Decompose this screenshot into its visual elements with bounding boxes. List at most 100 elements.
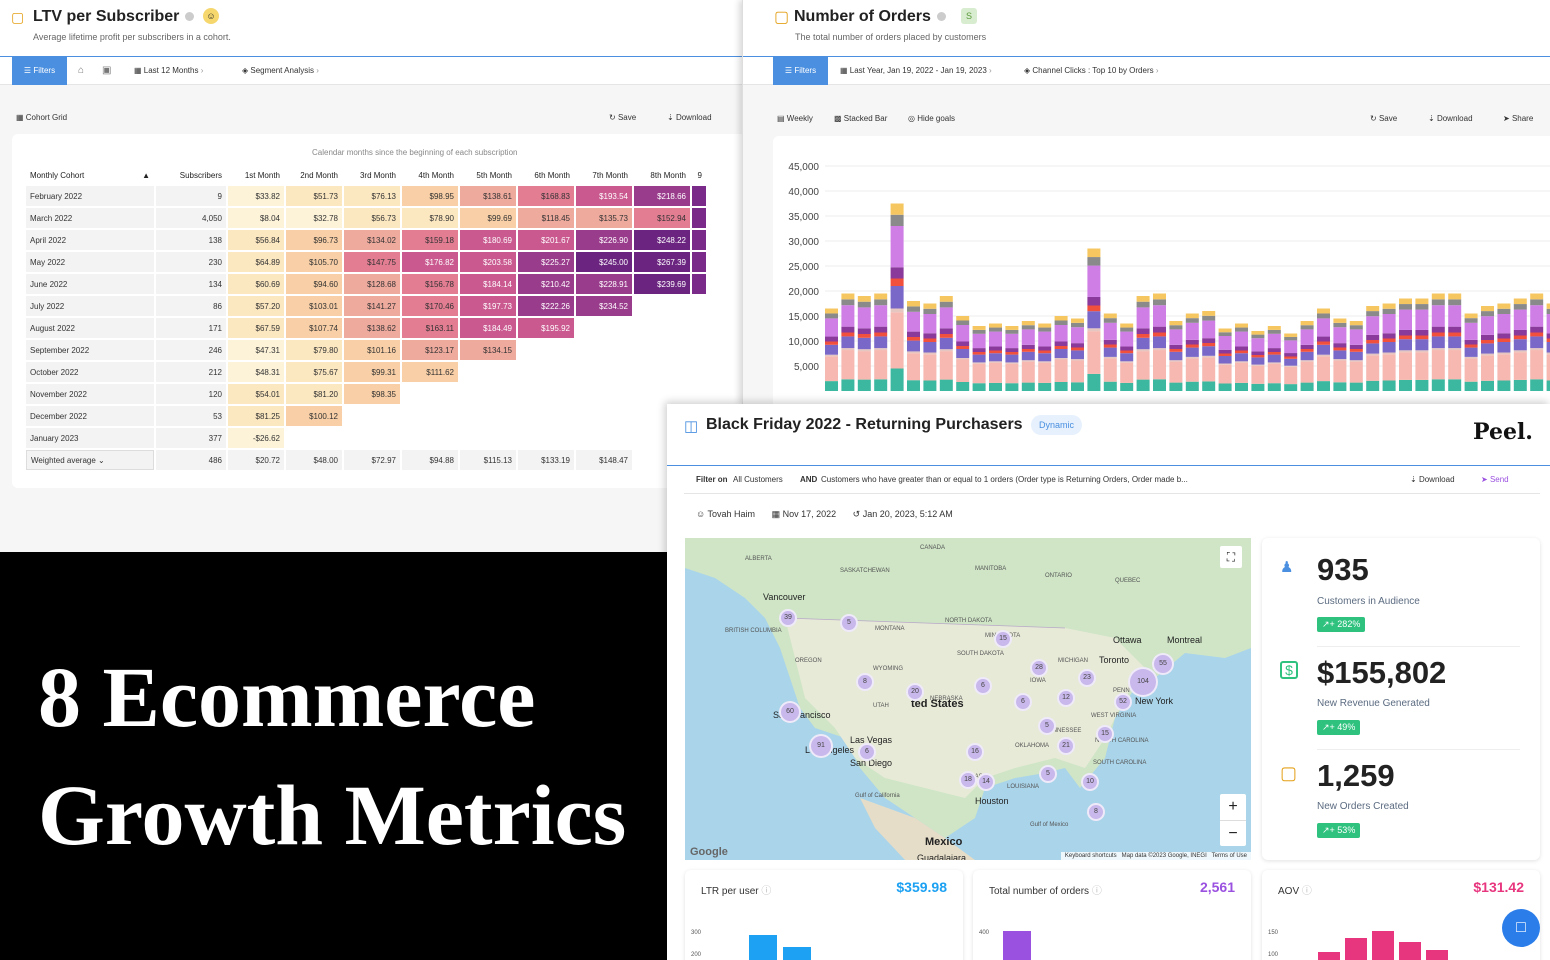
download-button[interactable]: ⇣ Download xyxy=(667,113,712,122)
bar-segment[interactable] xyxy=(1120,361,1134,363)
bar-segment[interactable] xyxy=(1530,379,1544,391)
bar-segment[interactable] xyxy=(1513,329,1527,336)
mini-bar[interactable] xyxy=(1318,952,1340,960)
bar-segment[interactable] xyxy=(1169,349,1183,352)
zoom-out-button[interactable]: − xyxy=(1220,820,1246,846)
bar-segment[interactable] xyxy=(907,301,920,307)
map-cluster-marker[interactable]: 6 xyxy=(1014,693,1032,711)
bar-segment[interactable] xyxy=(1267,352,1281,355)
bar-segment[interactable] xyxy=(1185,358,1199,382)
bar-segment[interactable] xyxy=(825,381,838,391)
bar-segment[interactable] xyxy=(1169,361,1183,383)
bar-segment[interactable] xyxy=(1415,335,1429,340)
bar-segment[interactable] xyxy=(1349,329,1363,345)
bar-segment[interactable] xyxy=(1251,355,1265,358)
filter-audience[interactable]: All Customers xyxy=(733,475,783,484)
segment-filter[interactable]: ◈ Segment Analysis › xyxy=(242,57,319,85)
date-range-filter[interactable]: ▦ Last 12 Months › xyxy=(134,57,203,85)
map-cluster-marker[interactable]: 5 xyxy=(1039,765,1057,783)
bar-segment[interactable] xyxy=(1481,316,1494,335)
bar-segment[interactable] xyxy=(1185,381,1199,391)
bar-segment[interactable] xyxy=(939,307,953,329)
bar-segment[interactable] xyxy=(1284,356,1298,359)
map-cluster-marker[interactable]: 39 xyxy=(779,609,797,627)
bar-segment[interactable] xyxy=(1366,311,1380,317)
bar-segment[interactable] xyxy=(1317,318,1330,337)
bar-segment[interactable] xyxy=(1513,350,1527,353)
map-cluster-marker[interactable]: 23 xyxy=(1078,669,1096,687)
bar-segment[interactable] xyxy=(1349,349,1363,352)
bar-segment[interactable] xyxy=(1497,333,1511,339)
bar-segment[interactable] xyxy=(1431,326,1445,333)
bar-segment[interactable] xyxy=(1218,356,1232,364)
bar-segment[interactable] xyxy=(1038,362,1052,383)
bar-segment[interactable] xyxy=(1005,354,1019,363)
bar-segment[interactable] xyxy=(857,334,871,338)
zoom-in-button[interactable]: + xyxy=(1228,798,1238,815)
bar-segment[interactable] xyxy=(1317,313,1330,319)
bar-segment[interactable] xyxy=(1300,321,1314,326)
bar-segment[interactable] xyxy=(1005,362,1019,364)
bar-segment[interactable] xyxy=(1464,322,1478,340)
filters-button[interactable]: ☰ Filters xyxy=(773,57,828,85)
bar-segment[interactable] xyxy=(841,379,855,391)
bar-segment[interactable] xyxy=(1103,358,1117,382)
bar-segment[interactable] xyxy=(1399,352,1412,380)
bar-segment[interactable] xyxy=(907,331,920,337)
bar-segment[interactable] xyxy=(1513,298,1527,305)
bar-segment[interactable] xyxy=(1448,379,1462,391)
mini-bar[interactable] xyxy=(1372,931,1394,960)
bar-segment[interactable] xyxy=(1317,381,1330,391)
bar-segment[interactable] xyxy=(1366,316,1380,335)
bar-segment[interactable] xyxy=(1021,382,1035,391)
bar-segment[interactable] xyxy=(907,380,920,391)
bar-segment[interactable] xyxy=(1251,331,1265,335)
bar-segment[interactable] xyxy=(1382,314,1396,334)
bar-segment[interactable] xyxy=(874,326,888,333)
bar-segment[interactable] xyxy=(1202,381,1216,391)
bar-segment[interactable] xyxy=(1530,299,1544,306)
segment-filter[interactable]: ◈ Channel Clicks : Top 10 by Orders › xyxy=(1024,57,1159,85)
bar-segment[interactable] xyxy=(1120,323,1134,328)
bar-segment[interactable] xyxy=(1546,380,1550,392)
bar-segment[interactable] xyxy=(890,286,904,309)
bar-segment[interactable] xyxy=(1481,353,1494,356)
bar-segment[interactable] xyxy=(1218,383,1232,392)
bar-segment[interactable] xyxy=(956,359,970,383)
bar-segment[interactable] xyxy=(1267,348,1281,352)
bar-segment[interactable] xyxy=(907,306,920,312)
bar-segment[interactable] xyxy=(890,214,904,226)
bar-segment[interactable] xyxy=(1300,349,1314,352)
bar-segment[interactable] xyxy=(1202,315,1216,321)
bar-segment[interactable] xyxy=(1153,348,1166,351)
share-button[interactable]: ➤ Share xyxy=(1503,114,1533,123)
sort-asc-icon[interactable]: ▲ xyxy=(142,170,150,180)
bar-segment[interactable] xyxy=(1120,382,1134,391)
bar-segment[interactable] xyxy=(1284,365,1298,367)
bar-segment[interactable] xyxy=(1546,308,1550,314)
map-cluster-marker[interactable]: 52 xyxy=(1114,693,1132,711)
bar-segment[interactable] xyxy=(923,308,937,314)
bar-segment[interactable] xyxy=(890,203,904,215)
bar-segment[interactable] xyxy=(1071,347,1084,351)
bar-segment[interactable] xyxy=(1071,350,1084,360)
bar-segment[interactable] xyxy=(1005,383,1019,391)
bar-segment[interactable] xyxy=(956,325,970,342)
bar-segment[interactable] xyxy=(1349,344,1363,349)
bar-segment[interactable] xyxy=(923,352,937,355)
bar-segment[interactable] xyxy=(1153,305,1166,327)
bar-segment[interactable] xyxy=(1103,344,1117,348)
bar-segment[interactable] xyxy=(1038,346,1052,351)
save-button[interactable]: ↻ Save xyxy=(1370,114,1397,123)
bar-segment[interactable] xyxy=(1333,318,1347,323)
bar-segment[interactable] xyxy=(1087,265,1101,297)
bar-segment[interactable] xyxy=(1218,336,1232,350)
bar-segment[interactable] xyxy=(1021,351,1035,361)
map-cluster-marker[interactable]: 6 xyxy=(858,743,876,761)
bar-segment[interactable] xyxy=(1464,356,1478,359)
bar-segment[interactable] xyxy=(1530,332,1544,337)
bar-segment[interactable] xyxy=(1300,344,1314,349)
bar-segment[interactable] xyxy=(1136,301,1150,308)
bar-segment[interactable] xyxy=(1005,329,1019,334)
